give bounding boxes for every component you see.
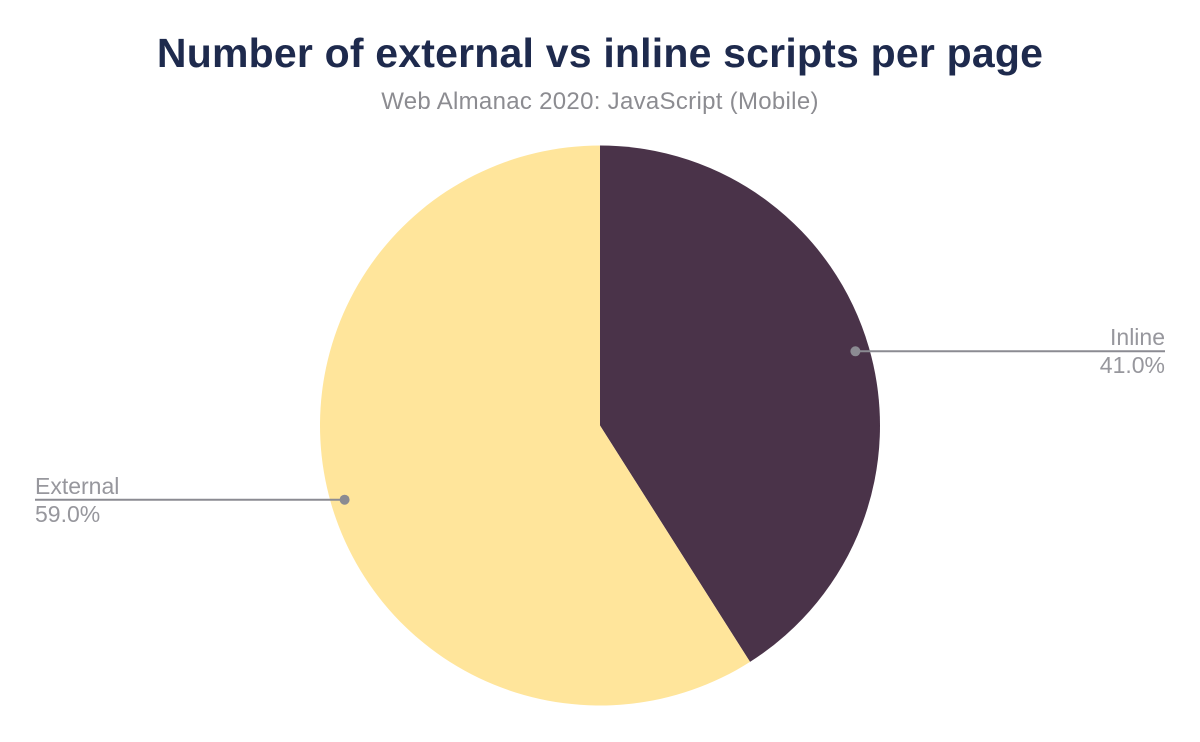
callout-inline: Inline 41.0% xyxy=(1100,323,1165,379)
callout-dot-inline xyxy=(850,346,861,357)
chart-subtitle: Web Almanac 2020: JavaScript (Mobile) xyxy=(381,88,819,115)
callout-external: External 59.0% xyxy=(35,472,119,528)
callout-external-label: External xyxy=(35,472,120,499)
callout-dot-external xyxy=(339,494,350,505)
pie-slice-inline[interactable] xyxy=(600,145,880,662)
callout-external-value: 59.0% xyxy=(35,500,101,527)
callout-inline-label: Inline xyxy=(1110,324,1165,351)
callout-inline-value: 41.0% xyxy=(1099,352,1165,379)
pie-slice-external[interactable] xyxy=(319,145,751,706)
chart-title: Number of external vs inline scripts per… xyxy=(156,30,1044,76)
